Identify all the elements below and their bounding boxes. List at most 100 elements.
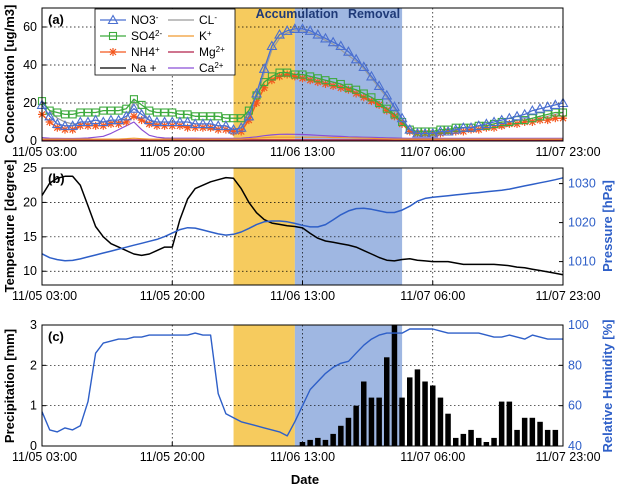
series-line-relative-humidity <box>41 328 563 437</box>
series-marker-so42 <box>160 108 169 117</box>
precipitation-bar <box>353 405 359 446</box>
series-marker-no3 <box>274 28 285 39</box>
panel-a-series <box>36 23 569 141</box>
series-marker-so42 <box>535 112 545 121</box>
precipitation-bar <box>368 397 375 446</box>
series-marker-so42 <box>313 74 322 83</box>
series-marker-so42 <box>53 108 62 117</box>
series-line-pressure <box>41 177 564 262</box>
legend-label-superscript: 2+ <box>214 61 223 70</box>
series-marker-so42 <box>99 106 108 115</box>
precipitation-bar <box>315 437 321 446</box>
legend-label-superscript: + <box>207 29 212 38</box>
ytick-label-right: 100 <box>568 318 589 332</box>
series-marker-so42 <box>76 108 85 117</box>
series-marker-no3 <box>228 123 239 134</box>
series-marker-no3 <box>312 28 324 39</box>
panel-b-label: (b) <box>48 171 65 186</box>
ytick-label-left: 1 <box>30 399 37 413</box>
precipitation-bar <box>445 413 451 446</box>
series-marker-no3 <box>358 61 370 71</box>
precipitation-bar <box>430 385 436 446</box>
ytick-label-right: 1020 <box>568 216 596 230</box>
series-marker-so42 <box>367 93 376 102</box>
series-marker-so42 <box>551 108 560 117</box>
series-marker-no3 <box>320 32 331 43</box>
series-marker-no3 <box>434 125 446 136</box>
xtick-label: 11/07 06:00 <box>400 289 465 303</box>
precipitation-bar <box>544 429 551 446</box>
xtick-label: 11/05 03:00 <box>12 450 77 464</box>
series-marker-no3 <box>44 110 56 121</box>
panel-b-yticks: 10 15 20 25 1010 1020 1030 <box>23 161 596 278</box>
precipitation-bar <box>529 417 536 446</box>
precipitation-bar <box>391 325 398 446</box>
series-marker-no3 <box>166 116 178 127</box>
legend-label-no3: NO3- <box>131 13 159 28</box>
series-marker-nh4-stroke <box>253 99 260 107</box>
panel-c-bars <box>299 325 559 446</box>
xtick-label: 11/07 23:00 <box>535 145 600 159</box>
series-marker-so42 <box>267 72 276 81</box>
xtick-label: 11/05 03:00 <box>12 289 77 303</box>
series-marker-no3 <box>205 118 216 128</box>
phase-label-accumulation: Accumulation <box>256 7 339 21</box>
series-marker-no3 <box>82 116 94 127</box>
series-marker-no3 <box>51 118 63 128</box>
ytick-label-left: 60 <box>23 20 37 34</box>
series-marker-so42 <box>306 72 315 81</box>
legend-label-superscript: - <box>214 13 217 22</box>
series-marker-no3 <box>235 122 247 132</box>
series-marker-no3 <box>442 125 454 136</box>
panel-b-xticks: 11/05 03:00 11/05 20:00 11/06 13:00 11/07 0… <box>12 281 601 303</box>
series-marker-no3 <box>120 110 132 121</box>
legend-label-so42: SO42- <box>131 29 162 44</box>
legend-label-cl: CL- <box>199 13 217 28</box>
series-marker-so42 <box>390 110 399 119</box>
ytick-label-right: 60 <box>568 399 582 413</box>
series-marker-no3 <box>473 120 485 130</box>
series-marker-no3 <box>136 108 148 119</box>
series-marker-no3 <box>258 63 270 73</box>
series-marker-no3 <box>74 116 86 127</box>
series-marker-no3 <box>220 120 232 130</box>
panel-c-xlabel: Date <box>291 472 319 487</box>
precipitation-bar <box>361 381 367 446</box>
series-marker-no3 <box>197 118 209 128</box>
xtick-label: 11/06 13:00 <box>270 450 335 464</box>
series-marker-so42 <box>336 79 345 89</box>
series-marker-no3 <box>411 127 423 138</box>
series-marker-no3 <box>549 99 561 109</box>
xtick-label: 11/05 20:00 <box>140 145 205 159</box>
series-marker-no3 <box>304 25 316 35</box>
panel-a-ylabel: Concentration [ug/m3] <box>2 5 17 144</box>
series-marker-no3 <box>419 127 431 138</box>
series-marker-no3 <box>503 112 515 123</box>
series-marker-so42 <box>83 108 93 117</box>
series-marker-no3 <box>251 87 262 98</box>
series-marker-no3 <box>526 104 538 115</box>
precipitation-bar <box>422 381 428 446</box>
precipitation-bar <box>491 437 497 446</box>
xtick-label: 11/07 23:00 <box>535 289 600 303</box>
precipitation-bar <box>537 421 543 446</box>
ytick-label-left: 15 <box>23 230 37 244</box>
precipitation-bar <box>399 397 405 446</box>
series-marker-so42 <box>329 78 338 87</box>
legend-marker-nh4-stroke <box>109 48 117 56</box>
series-marker-no3 <box>350 53 362 64</box>
series-marker-no3 <box>327 36 339 47</box>
series-marker-so42 <box>375 98 384 108</box>
precipitation-bar <box>330 433 336 446</box>
series-marker-so42 <box>168 108 177 117</box>
series-marker-no3 <box>381 89 393 100</box>
series-marker-no3 <box>174 116 186 127</box>
ytick-label-left: 10 <box>23 264 37 278</box>
ytick-label-right: 1010 <box>568 255 596 269</box>
precipitation-bar <box>552 429 559 446</box>
series-marker-no3 <box>396 112 408 123</box>
ytick-label-left: 0 <box>30 134 37 148</box>
ytick-label-right: 40 <box>568 439 582 453</box>
ytick-label-right: 80 <box>568 358 582 372</box>
